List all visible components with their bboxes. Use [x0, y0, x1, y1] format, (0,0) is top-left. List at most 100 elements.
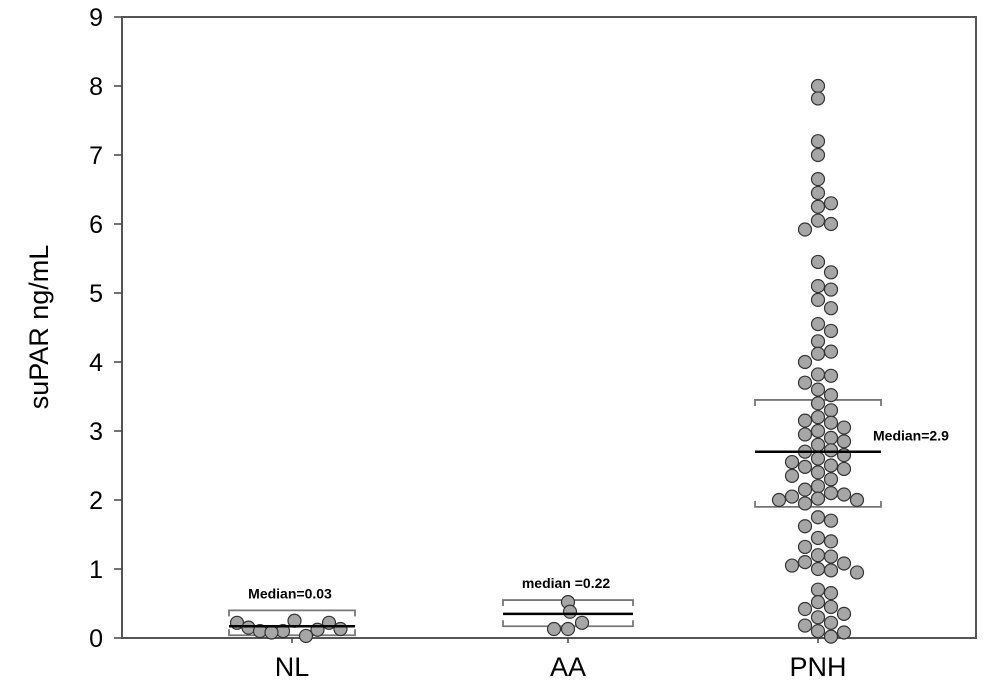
data-point-pnh	[810, 199, 826, 214]
data-point-pnh	[823, 534, 839, 549]
data-point-pnh	[823, 599, 839, 615]
y-tick-label-6: 6	[89, 211, 103, 239]
data-point-pnh	[797, 427, 813, 442]
data-point-pnh	[810, 316, 826, 332]
median-annotation-nl: Median=0.03	[248, 585, 332, 601]
data-point-pnh	[836, 625, 852, 640]
data-point-pnh	[784, 489, 800, 504]
data-point-pnh	[849, 565, 865, 580]
data-point-pnh	[797, 354, 813, 370]
data-point-pnh	[823, 415, 839, 430]
data-point-pnh	[823, 265, 839, 280]
data-point-pnh	[810, 396, 826, 411]
data-point-pnh	[784, 468, 800, 483]
data-point-pnh	[823, 282, 839, 297]
data-point-pnh	[810, 530, 826, 546]
data-point-pnh	[823, 549, 839, 564]
data-point-pnh	[797, 413, 813, 428]
data-point-pnh	[771, 492, 787, 508]
data-point-pnh	[823, 196, 839, 211]
data-point-pnh	[797, 618, 813, 633]
data-point-pnh	[810, 510, 826, 525]
data-point-aa	[560, 621, 576, 637]
range-bracket-upper-nl	[228, 609, 356, 617]
data-point-pnh	[823, 563, 839, 578]
data-point-pnh	[797, 222, 813, 237]
y-tick-label-0: 0	[89, 625, 103, 653]
x-label-pnh: PNH	[789, 652, 846, 682]
data-point-pnh	[849, 492, 865, 508]
data-point-pnh	[797, 554, 813, 570]
data-point-pnh	[810, 334, 826, 349]
data-point-pnh	[823, 403, 839, 418]
data-point-pnh	[836, 487, 852, 502]
data-point-pnh	[823, 430, 839, 445]
data-point-pnh	[836, 434, 852, 449]
data-point-pnh	[810, 147, 826, 163]
y-tick-label-7: 7	[89, 142, 103, 170]
data-point-pnh	[836, 556, 852, 571]
data-point-pnh	[823, 586, 839, 601]
median-annotation-pnh: Median=2.9	[873, 428, 949, 444]
data-point-pnh	[810, 479, 826, 494]
data-point-pnh	[810, 465, 826, 480]
data-point-pnh	[810, 610, 826, 625]
data-point-pnh	[810, 595, 826, 610]
data-point-pnh	[797, 496, 813, 511]
data-point-pnh	[836, 606, 852, 621]
data-point-pnh	[823, 301, 839, 316]
group-pnh: Median=2.9	[754, 78, 949, 644]
data-point-pnh	[810, 491, 826, 506]
data-point-pnh	[810, 437, 826, 452]
data-point-pnh	[823, 486, 839, 501]
data-point-pnh	[823, 629, 839, 644]
data-point-nl	[264, 625, 279, 640]
plot-area: Median=0.03 median =0.22 Median=2.9	[228, 78, 949, 644]
y-tick-label-2: 2	[89, 487, 103, 515]
data-point-pnh	[823, 472, 839, 487]
data-point-nl	[298, 628, 314, 644]
data-point-pnh	[810, 561, 826, 577]
data-point-pnh	[810, 254, 826, 270]
y-axis-title: suPAR ng/mL	[24, 245, 54, 410]
data-point-pnh	[784, 454, 800, 470]
data-point-pnh	[810, 78, 826, 94]
data-point-aa	[562, 604, 578, 619]
data-point-pnh	[810, 382, 826, 397]
data-point-pnh	[797, 459, 813, 474]
x-label-aa: AA	[550, 652, 586, 682]
data-point-pnh	[810, 172, 826, 187]
y-axis: 0 1 2 3 4 5 6 7 8 9	[89, 4, 122, 653]
data-point-pnh	[810, 213, 826, 228]
data-point-pnh	[810, 548, 826, 563]
data-point-pnh	[810, 410, 826, 425]
median-annotation-aa: median =0.22	[522, 575, 611, 591]
data-point-pnh	[823, 388, 839, 403]
data-point-pnh	[810, 367, 826, 382]
data-point-pnh	[823, 216, 839, 232]
data-point-pnh	[810, 185, 826, 201]
y-tick-label-5: 5	[89, 280, 103, 308]
y-tick-label-9: 9	[89, 4, 103, 32]
group-aa: median =0.22	[502, 575, 634, 637]
y-tick-label-8: 8	[89, 73, 103, 101]
x-axis: NL AA PNH	[275, 638, 847, 682]
y-tick-label-1: 1	[89, 556, 103, 584]
data-point-pnh	[797, 482, 813, 497]
data-point-pnh	[810, 91, 826, 106]
data-point-pnh	[810, 451, 826, 466]
x-label-nl: NL	[275, 652, 310, 682]
data-point-pnh	[823, 458, 839, 473]
data-point-aa	[574, 615, 590, 630]
data-point-pnh	[784, 558, 800, 573]
group-nl: Median=0.03	[228, 585, 356, 644]
data-point-pnh	[810, 423, 826, 439]
data-point-pnh	[823, 615, 839, 630]
y-tick-label-3: 3	[89, 418, 103, 446]
data-point-pnh	[823, 513, 839, 528]
data-point-pnh	[797, 375, 813, 390]
data-point-pnh	[810, 134, 826, 149]
data-point-pnh	[810, 623, 826, 639]
data-point-nl	[333, 621, 348, 637]
